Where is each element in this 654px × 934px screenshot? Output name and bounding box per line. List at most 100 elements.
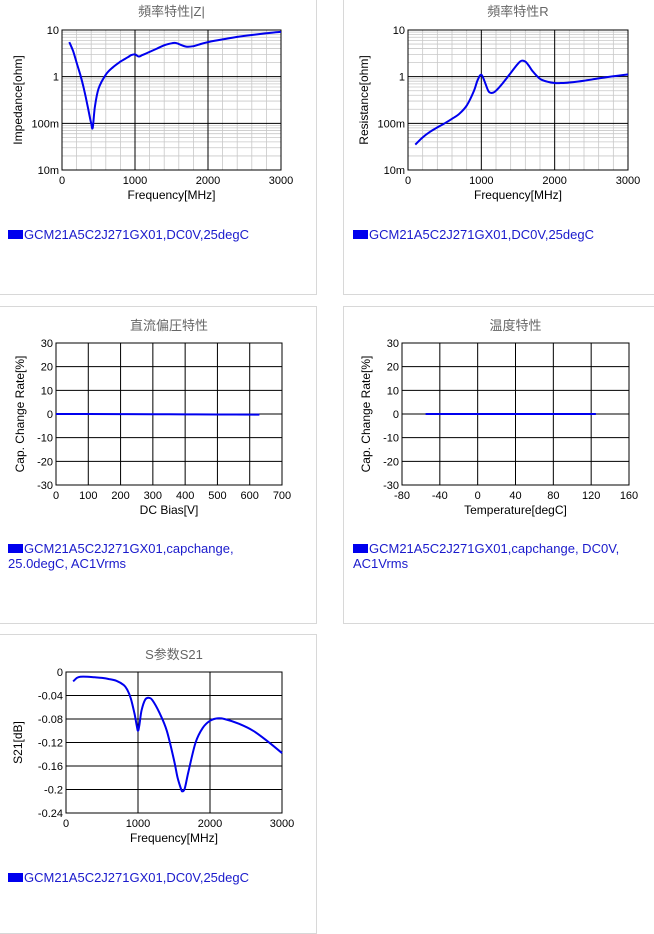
x-tick-label: 0 bbox=[59, 175, 65, 187]
plot-frame bbox=[61, 29, 282, 171]
x-tick-label: 120 bbox=[582, 490, 600, 502]
temperature-legend: GCM21A5C2J271GX01,capchange, DC0V, AC1Vr… bbox=[353, 541, 619, 571]
s21-legend-text: GCM21A5C2J271GX01,DC0V,25degC bbox=[24, 870, 249, 885]
x-tick-label: 160 bbox=[620, 490, 638, 502]
temperature-chart-panel: 温度特性 -30 -20 -10 0 10 20 30 -80 -40 0 40 80 120 160 Tem… bbox=[343, 306, 654, 624]
y-tick-label: 10 bbox=[47, 25, 59, 37]
y-tick-label: 30 bbox=[41, 338, 53, 350]
y-tick-label: 100m bbox=[377, 118, 405, 130]
y-tick-label: 20 bbox=[387, 362, 399, 374]
y-axis-label: Cap. Change Rate[%] bbox=[13, 356, 27, 473]
y-tick-label: 10m bbox=[384, 165, 405, 177]
x-axis-label: Frequency[MHz] bbox=[474, 188, 562, 202]
x-tick-label: 1000 bbox=[123, 175, 147, 187]
impedance-chart: 頻率特性|Z| 10m 100m 1 10 0 1000 2000 3000 Frequency[… bbox=[11, 4, 293, 202]
y-axis-label: Impedance[ohm] bbox=[11, 55, 25, 144]
series-line bbox=[56, 413, 260, 416]
x-tick-label: 0 bbox=[475, 490, 481, 502]
y-tick-label: 10m bbox=[38, 165, 59, 177]
x-tick-label: 80 bbox=[547, 490, 559, 502]
x-tick-label: 500 bbox=[208, 490, 226, 502]
chart-title: S参数S21 bbox=[145, 647, 203, 662]
x-tick-label: 400 bbox=[176, 490, 194, 502]
legend-swatch bbox=[353, 230, 368, 239]
plot-frame bbox=[65, 671, 283, 814]
x-tick-label: 3000 bbox=[270, 818, 294, 830]
y-tick-label: -20 bbox=[383, 456, 399, 468]
x-axis-label: DC Bias[V] bbox=[140, 503, 199, 517]
legend-swatch bbox=[353, 544, 368, 553]
x-tick-label: 1000 bbox=[469, 175, 493, 187]
y-tick-label: -30 bbox=[37, 480, 53, 492]
x-axis-label: Frequency[MHz] bbox=[127, 188, 215, 202]
legend-swatch bbox=[8, 230, 23, 239]
y-axis-label: Cap. Change Rate[%] bbox=[359, 356, 373, 473]
legend-swatch bbox=[8, 544, 23, 553]
temperature-legend-text: GCM21A5C2J271GX01,capchange, DC0V, AC1Vr… bbox=[353, 541, 620, 571]
y-tick-label: 30 bbox=[387, 338, 399, 350]
x-tick-label: -80 bbox=[394, 490, 410, 502]
impedance-chart-panel: 頻率特性|Z| 10m 100m 1 10 0 1000 2000 3000 Frequency[… bbox=[0, 0, 317, 295]
y-tick-label: -0.12 bbox=[38, 738, 63, 750]
x-tick-label: 3000 bbox=[269, 175, 293, 187]
y-tick-label: 10 bbox=[387, 385, 399, 397]
x-axis-label: Frequency[MHz] bbox=[130, 831, 218, 845]
y-tick-label: -0.16 bbox=[38, 761, 63, 773]
series-line bbox=[414, 59, 629, 146]
x-axis-label: Temperature[degC] bbox=[464, 503, 567, 517]
x-tick-label: -40 bbox=[432, 490, 448, 502]
resistance-chart-panel: 頻率特性R 10m 100m 1 10 0 1000 2000 3000 Frequency[MH… bbox=[343, 0, 654, 295]
x-tick-label: 600 bbox=[241, 490, 259, 502]
x-tick-label: 300 bbox=[144, 490, 162, 502]
impedance-legend: GCM21A5C2J271GX01,DC0V,25degC bbox=[8, 227, 249, 242]
series-line bbox=[68, 30, 282, 130]
chart-title: 頻率特性|Z| bbox=[138, 4, 205, 19]
x-tick-label: 200 bbox=[111, 490, 129, 502]
y-tick-label: -0.04 bbox=[38, 691, 63, 703]
x-tick-label: 0 bbox=[63, 818, 69, 830]
impedance-legend-text: GCM21A5C2J271GX01,DC0V,25degC bbox=[24, 227, 249, 242]
x-tick-label: 700 bbox=[273, 490, 291, 502]
s21-chart-panel: S参数S21 -0.24 -0.2 -0.16 -0.12 -0.08 -0.04 0 0 100… bbox=[0, 634, 317, 934]
chart-title: 温度特性 bbox=[489, 318, 541, 333]
y-tick-label: -30 bbox=[383, 480, 399, 492]
resistance-chart: 頻率特性R 10m 100m 1 10 0 1000 2000 3000 Frequency[MH… bbox=[357, 4, 640, 202]
x-tick-label: 2000 bbox=[542, 175, 566, 187]
y-tick-label: 10 bbox=[41, 385, 53, 397]
y-tick-label: 0 bbox=[57, 667, 63, 679]
y-tick-label: -20 bbox=[37, 456, 53, 468]
y-tick-label: 20 bbox=[41, 362, 53, 374]
plot-frame bbox=[407, 29, 629, 171]
x-tick-label: 2000 bbox=[198, 818, 222, 830]
x-tick-label: 100 bbox=[79, 490, 97, 502]
x-tick-label: 40 bbox=[509, 490, 521, 502]
y-axis-label: S21[dB] bbox=[11, 721, 25, 764]
series-line bbox=[72, 675, 283, 793]
x-tick-label: 1000 bbox=[126, 818, 150, 830]
y-axis-label: Resistance[ohm] bbox=[357, 55, 371, 144]
legend-swatch bbox=[8, 873, 23, 882]
y-tick-label: 0 bbox=[47, 409, 53, 421]
y-tick-label: 1 bbox=[53, 72, 59, 84]
x-tick-label: 2000 bbox=[196, 175, 220, 187]
dcbias-chart-panel: 直流偏圧特性 -30 -20 -10 0 10 20 30 0 100 200 300 400 500 60… bbox=[0, 306, 317, 624]
resistance-legend: GCM21A5C2J271GX01,DC0V,25degC bbox=[353, 227, 594, 242]
plot-frame bbox=[401, 342, 630, 486]
s21-legend: GCM21A5C2J271GX01,DC0V,25degC bbox=[8, 870, 249, 885]
y-tick-label: 10 bbox=[393, 25, 405, 37]
y-tick-label: -0.24 bbox=[38, 808, 63, 820]
temperature-chart: 温度特性 -30 -20 -10 0 10 20 30 -80 -40 0 40 80 120 160 Tem… bbox=[359, 318, 638, 517]
s21-chart: S参数S21 -0.24 -0.2 -0.16 -0.12 -0.08 -0.04 0 0 100… bbox=[11, 647, 294, 845]
y-tick-label: -10 bbox=[383, 433, 399, 445]
x-tick-label: 0 bbox=[53, 490, 59, 502]
y-tick-label: -0.08 bbox=[38, 714, 63, 726]
y-tick-label: -0.2 bbox=[44, 785, 63, 797]
y-tick-label: 0 bbox=[393, 409, 399, 421]
y-tick-label: -10 bbox=[37, 433, 53, 445]
y-tick-label: 1 bbox=[399, 72, 405, 84]
chart-title: 直流偏圧特性 bbox=[130, 318, 208, 333]
x-tick-label: 0 bbox=[405, 175, 411, 187]
y-tick-label: 100m bbox=[31, 118, 59, 130]
dcbias-legend-text: GCM21A5C2J271GX01,capchange, 25.0degC, A… bbox=[8, 541, 234, 571]
